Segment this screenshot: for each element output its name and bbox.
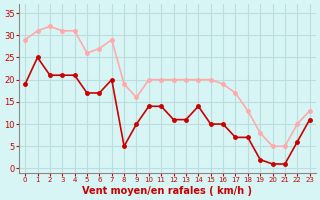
- X-axis label: Vent moyen/en rafales ( km/h ): Vent moyen/en rafales ( km/h ): [82, 186, 252, 196]
